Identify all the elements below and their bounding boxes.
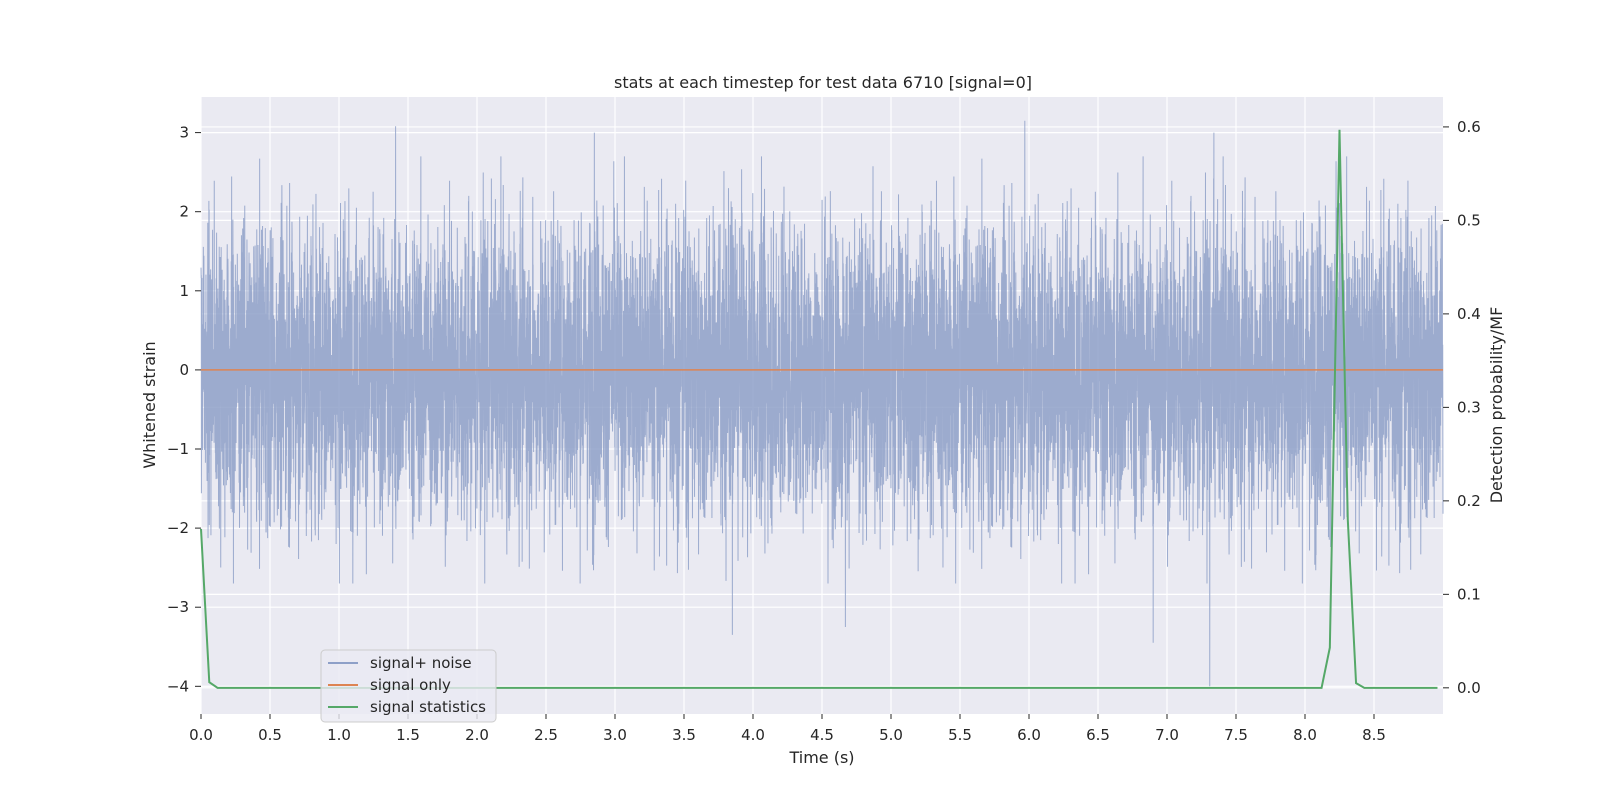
y-tick-label-5: −2 [167, 519, 189, 537]
y-tick-label-6: −3 [167, 598, 189, 616]
y-tick-label-4: −1 [167, 440, 189, 458]
x-tick-label-15: 7.5 [1224, 726, 1248, 744]
x-tick-label-12: 6.0 [1017, 726, 1041, 744]
x-axis-label: Time (s) [788, 748, 854, 767]
y-tick-label-7: −4 [167, 677, 189, 695]
y-tick-label-1: 2 [179, 203, 189, 221]
y-tick-label-2: 1 [179, 282, 189, 300]
x-tick-label-11: 5.5 [948, 726, 972, 744]
x-tick-label-2: 1.0 [327, 726, 351, 744]
x-tick-label-3: 1.5 [396, 726, 420, 744]
x-tick-label-17: 8.5 [1362, 726, 1386, 744]
y2-tick-label-6: 0.0 [1457, 679, 1481, 697]
y2-tick-label-4: 0.2 [1457, 492, 1481, 510]
chart-title: stats at each timestep for test data 671… [614, 73, 1032, 92]
y2-axis-label: Detection probability/MF [1487, 307, 1506, 504]
series-layer [200, 120, 1444, 689]
series-signal-statistics-line [200, 129, 1438, 689]
legend: signal+ noise signal only signal statist… [320, 649, 497, 723]
legend-label-signal-only: signal only [370, 676, 451, 694]
legend-box [320, 649, 497, 723]
x-tick-label-10: 5.0 [879, 726, 903, 744]
y-axis-left: 3 2 1 0 −1 −2 −3 −4 [167, 124, 201, 695]
x-tick-label-16: 8.0 [1293, 726, 1317, 744]
x-tick-label-6: 3.0 [603, 726, 627, 744]
y-tick-label-3: 0 [179, 361, 189, 379]
x-tick-label-0: 0.0 [189, 726, 213, 744]
y2-tick-label-1: 0.5 [1457, 211, 1481, 229]
y2-tick-label-0: 0.6 [1457, 118, 1481, 136]
y2-tick-label-5: 0.1 [1457, 585, 1481, 603]
y2-tick-label-2: 0.4 [1457, 305, 1481, 323]
x-tick-label-7: 3.5 [672, 726, 696, 744]
x-axis: 0.0 0.5 1.0 1.5 2.0 2.5 3.0 3.5 4.0 4.5 5.0 5.5 6.0 6… [189, 714, 1386, 744]
x-tick-label-8: 4.0 [741, 726, 765, 744]
y-axis-label: Whitened strain [140, 341, 159, 468]
legend-label-signal-noise: signal+ noise [370, 654, 472, 672]
x-tick-label-1: 0.5 [258, 726, 282, 744]
y-axis-right: 0.6 0.5 0.4 0.3 0.2 0.1 0.0 [1443, 118, 1481, 697]
x-tick-label-5: 2.5 [534, 726, 558, 744]
y-tick-label-0: 3 [179, 124, 189, 142]
y2-tick-label-3: 0.3 [1457, 398, 1481, 416]
legend-label-signal-statistics: signal statistics [370, 698, 486, 716]
x-tick-label-9: 4.5 [810, 726, 834, 744]
x-tick-label-13: 6.5 [1086, 726, 1110, 744]
x-tick-label-4: 2.0 [465, 726, 489, 744]
x-tick-label-14: 7.0 [1155, 726, 1179, 744]
